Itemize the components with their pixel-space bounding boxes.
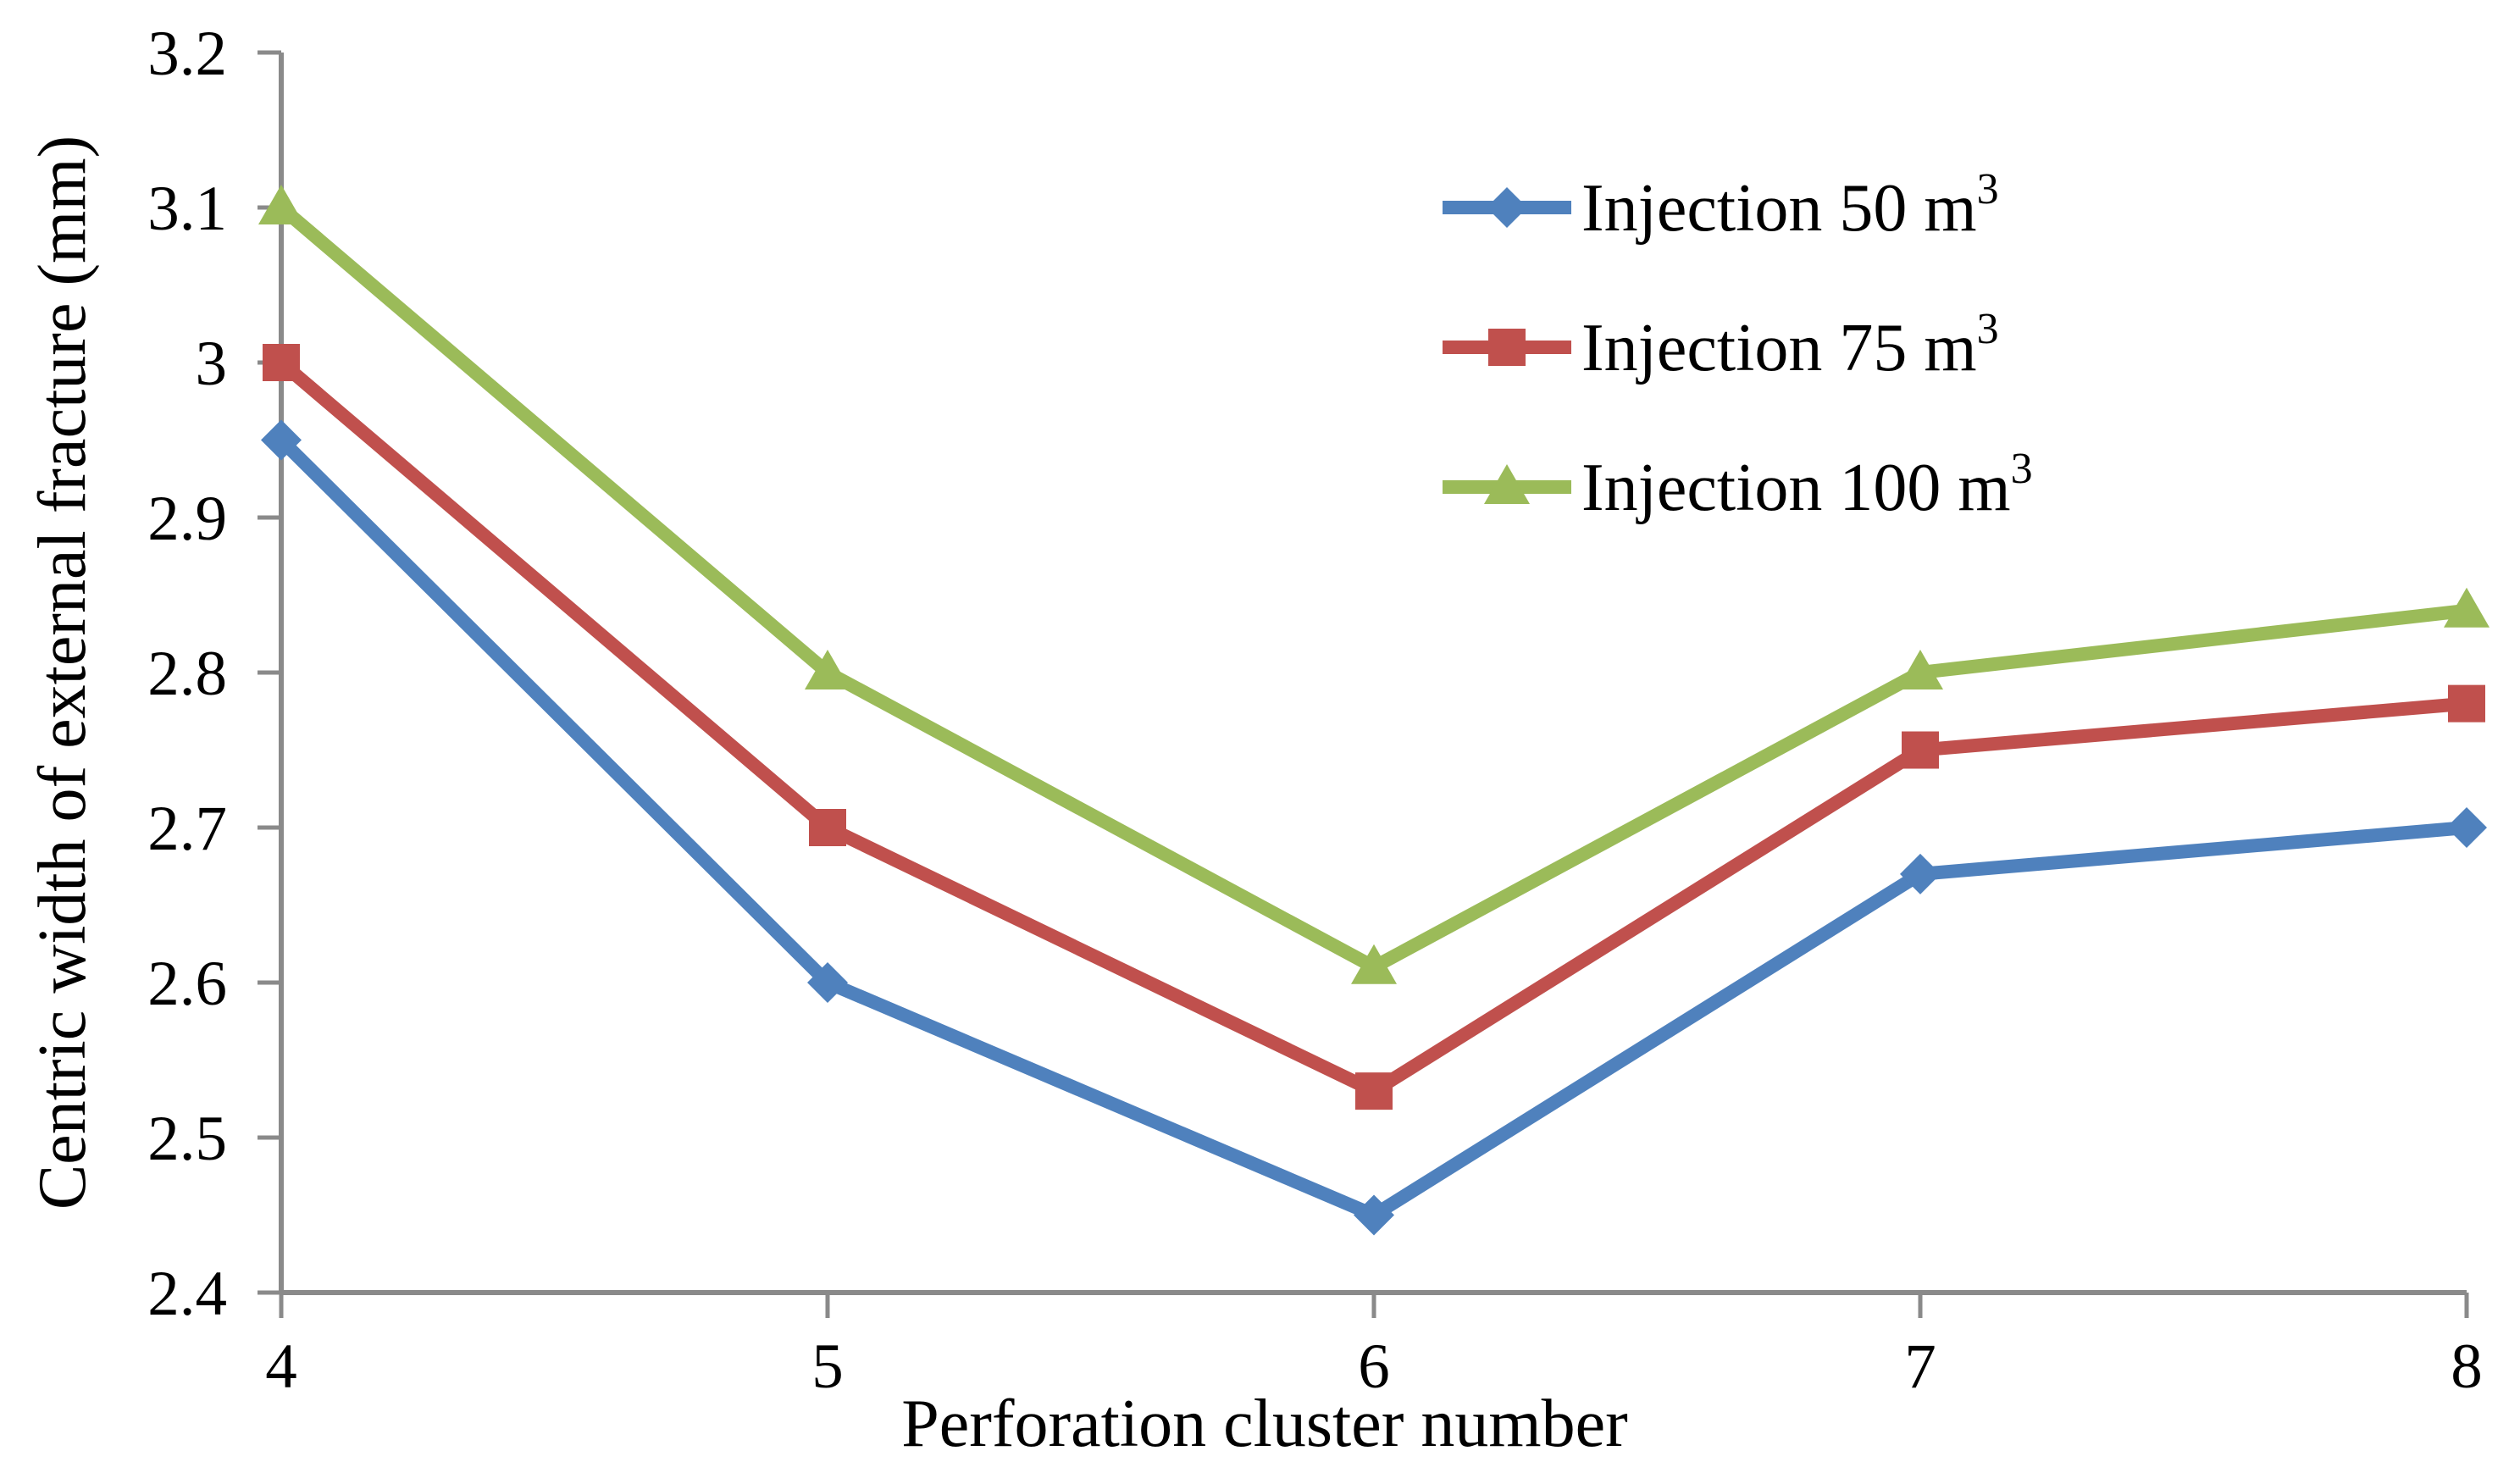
x-axis-title: Perforation cluster number	[901, 1387, 1628, 1461]
x-tick-label: 6	[1358, 1332, 1390, 1402]
series-marker-2	[258, 185, 304, 224]
series-marker-2	[1897, 650, 1943, 689]
series-marker-0	[2446, 807, 2487, 848]
axis-tick-labels: 2.4 2.5 2.6 2.7 2.8 2.9 3 3.1 3.2 4 5 6 7 8	[147, 19, 2483, 1402]
y-tick-label: 2.9	[147, 484, 227, 554]
y-axis-title: Centric width of external fracture (mm)	[25, 136, 100, 1210]
legend: Injection 50 m3 Injection 75 m3 Injection …	[1443, 165, 2033, 525]
series-marker-2	[1351, 944, 1397, 984]
legend-marker-icon	[1487, 187, 1527, 228]
legend-marker-icon	[1484, 464, 1530, 504]
legend-item: Injection 50 m3	[1443, 165, 1999, 246]
series-marker-1	[809, 809, 846, 846]
x-tick-label: 5	[811, 1332, 844, 1402]
legend-label: Injection 75 m3	[1581, 305, 1999, 385]
legend-marker-icon	[1488, 329, 1526, 366]
data-series	[258, 185, 2490, 1236]
y-tick-label: 3.2	[147, 19, 227, 89]
x-tick-label: 4	[265, 1332, 297, 1402]
y-tick-label: 2.6	[147, 949, 227, 1019]
series-marker-1	[263, 344, 300, 381]
legend-item: Injection 75 m3	[1443, 305, 1999, 385]
y-tick-label: 3	[196, 329, 228, 399]
series-marker-1	[1355, 1072, 1393, 1110]
series-marker-2	[2444, 587, 2490, 628]
x-tick-label: 8	[2451, 1332, 2483, 1402]
x-tick-label: 7	[1904, 1332, 1936, 1402]
y-tick-label: 2.4	[147, 1259, 227, 1329]
series-marker-1	[1902, 731, 1939, 769]
legend-item: Injection 100 m3	[1443, 445, 2033, 525]
y-tick-label: 2.8	[147, 639, 227, 709]
series-marker-0	[1900, 853, 1941, 894]
series-marker-1	[2448, 684, 2485, 723]
series-marker-0	[1354, 1194, 1394, 1236]
y-tick-label: 3.1	[147, 174, 227, 244]
legend-label: Injection 50 m3	[1581, 165, 1999, 246]
y-tick-label: 2.7	[147, 794, 227, 864]
series-marker-0	[261, 419, 302, 461]
axis-ticks	[258, 50, 2469, 1318]
legend-label: Injection 100 m3	[1581, 445, 2033, 525]
series-marker-0	[807, 962, 848, 1003]
series-marker-2	[805, 650, 850, 689]
y-tick-label: 2.5	[147, 1104, 227, 1174]
